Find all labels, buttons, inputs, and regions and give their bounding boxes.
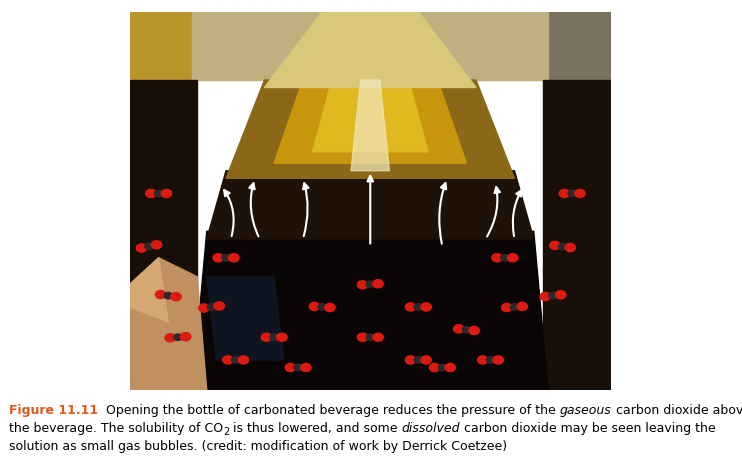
Circle shape — [414, 357, 422, 363]
Circle shape — [502, 303, 512, 312]
Circle shape — [372, 280, 383, 288]
FancyArrowPatch shape — [367, 176, 373, 244]
Text: carbon dioxide above: carbon dioxide above — [611, 404, 742, 417]
Circle shape — [232, 357, 240, 363]
Circle shape — [405, 356, 416, 364]
Polygon shape — [264, 12, 476, 88]
FancyArrowPatch shape — [439, 183, 446, 244]
Circle shape — [222, 254, 230, 261]
FancyArrowPatch shape — [487, 187, 500, 236]
Circle shape — [501, 254, 509, 261]
Circle shape — [421, 303, 431, 311]
Circle shape — [325, 303, 335, 312]
Polygon shape — [130, 258, 207, 390]
Circle shape — [174, 334, 182, 341]
Polygon shape — [351, 80, 390, 171]
Circle shape — [238, 356, 249, 364]
Circle shape — [366, 334, 375, 341]
Circle shape — [439, 364, 447, 371]
Circle shape — [213, 254, 223, 262]
Bar — [130, 80, 197, 390]
Text: is thus lowered, and some: is thus lowered, and some — [229, 422, 401, 435]
Circle shape — [294, 364, 302, 371]
Bar — [130, 12, 192, 390]
Text: 2: 2 — [223, 427, 229, 437]
Circle shape — [493, 356, 503, 364]
Circle shape — [559, 189, 570, 198]
Circle shape — [137, 244, 147, 252]
Circle shape — [151, 241, 162, 249]
Bar — [192, 12, 548, 80]
Circle shape — [171, 293, 181, 301]
Text: solution as small gas bubbles. (credit: modification of work by Derrick Coetzee): solution as small gas bubbles. (credit: … — [9, 440, 507, 453]
Text: carbon dioxide may be seen leaving the: carbon dioxide may be seen leaving the — [460, 422, 716, 435]
Text: Figure 11.11: Figure 11.11 — [9, 404, 98, 417]
Circle shape — [358, 333, 368, 342]
Circle shape — [180, 333, 191, 341]
Circle shape — [154, 190, 162, 197]
Circle shape — [208, 304, 216, 310]
FancyArrowPatch shape — [249, 183, 258, 236]
Circle shape — [517, 302, 528, 311]
Circle shape — [318, 304, 326, 310]
Circle shape — [492, 254, 502, 262]
Polygon shape — [130, 258, 168, 322]
Circle shape — [550, 241, 560, 249]
Circle shape — [575, 189, 585, 198]
Circle shape — [469, 326, 479, 334]
Circle shape — [372, 333, 383, 342]
Circle shape — [214, 302, 224, 310]
Text: Opening the bottle of carbonated beverage reduces the pressure of the: Opening the bottle of carbonated beverag… — [98, 404, 559, 417]
Circle shape — [510, 304, 519, 310]
Bar — [543, 80, 611, 390]
FancyArrowPatch shape — [224, 190, 234, 236]
Text: the beverage. The solubility of CO: the beverage. The solubility of CO — [9, 422, 223, 435]
Polygon shape — [192, 231, 548, 390]
FancyArrowPatch shape — [513, 190, 522, 236]
Circle shape — [556, 291, 566, 299]
Circle shape — [164, 292, 172, 299]
Circle shape — [309, 302, 320, 311]
Circle shape — [301, 363, 311, 372]
Circle shape — [559, 243, 567, 250]
Text: dissolved: dissolved — [401, 422, 460, 435]
Circle shape — [145, 243, 154, 250]
Circle shape — [540, 292, 551, 300]
Circle shape — [414, 304, 422, 310]
Circle shape — [421, 356, 431, 364]
Polygon shape — [207, 277, 283, 360]
Circle shape — [270, 334, 278, 341]
Circle shape — [285, 363, 295, 372]
Circle shape — [445, 363, 456, 372]
Circle shape — [223, 356, 233, 364]
Circle shape — [462, 326, 470, 333]
Circle shape — [199, 304, 209, 312]
Circle shape — [486, 357, 495, 363]
Circle shape — [156, 290, 166, 298]
Circle shape — [508, 254, 518, 262]
Polygon shape — [226, 80, 514, 178]
Circle shape — [549, 292, 557, 299]
Circle shape — [478, 356, 488, 364]
Circle shape — [405, 303, 416, 311]
Circle shape — [145, 189, 156, 198]
Circle shape — [277, 333, 287, 342]
Circle shape — [366, 281, 375, 288]
Polygon shape — [312, 80, 428, 152]
Circle shape — [229, 254, 239, 262]
Circle shape — [161, 189, 171, 198]
Text: gaseous: gaseous — [559, 404, 611, 417]
Circle shape — [430, 363, 440, 372]
Bar — [548, 12, 611, 390]
Polygon shape — [274, 80, 467, 163]
Circle shape — [565, 244, 576, 252]
Polygon shape — [207, 171, 533, 239]
Circle shape — [568, 190, 577, 197]
Circle shape — [358, 280, 368, 289]
Circle shape — [261, 333, 272, 342]
FancyArrowPatch shape — [303, 183, 309, 236]
Circle shape — [165, 333, 175, 342]
Circle shape — [453, 325, 464, 333]
